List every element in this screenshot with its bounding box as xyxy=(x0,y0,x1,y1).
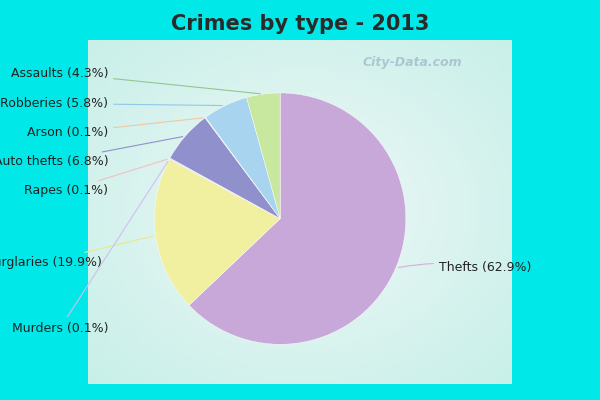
Wedge shape xyxy=(154,160,280,305)
Text: Murders (0.1%): Murders (0.1%) xyxy=(11,162,168,335)
Wedge shape xyxy=(170,158,280,219)
Text: Auto thefts (6.8%): Auto thefts (6.8%) xyxy=(0,137,182,168)
Wedge shape xyxy=(169,159,280,219)
Wedge shape xyxy=(206,98,280,219)
Text: Rapes (0.1%): Rapes (0.1%) xyxy=(24,159,167,197)
Text: City-Data.com: City-Data.com xyxy=(362,56,462,69)
Wedge shape xyxy=(189,93,406,344)
Wedge shape xyxy=(170,118,280,219)
Text: Thefts (62.9%): Thefts (62.9%) xyxy=(398,261,531,274)
Text: Assaults (4.3%): Assaults (4.3%) xyxy=(11,66,260,94)
Text: Arson (0.1%): Arson (0.1%) xyxy=(27,118,203,139)
Wedge shape xyxy=(205,117,280,219)
Wedge shape xyxy=(247,93,280,219)
Text: Burglaries (19.9%): Burglaries (19.9%) xyxy=(0,236,153,269)
Text: Robberies (5.8%): Robberies (5.8%) xyxy=(0,97,223,110)
Text: Crimes by type - 2013: Crimes by type - 2013 xyxy=(171,14,429,34)
